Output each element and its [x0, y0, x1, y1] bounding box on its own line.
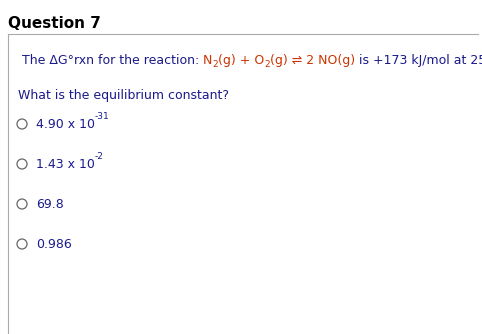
- Text: 2: 2: [265, 60, 270, 69]
- Text: The ΔG°rxn for the reaction:: The ΔG°rxn for the reaction:: [22, 54, 203, 67]
- Text: (g) + O: (g) + O: [218, 54, 265, 67]
- Text: Question 7: Question 7: [8, 16, 101, 31]
- Text: is +173 kJ/mol at 25 °C.: is +173 kJ/mol at 25 °C.: [355, 54, 482, 67]
- Text: What is the equilibrium constant?: What is the equilibrium constant?: [18, 89, 229, 102]
- Text: N: N: [203, 54, 213, 67]
- Text: (g) ⇌ 2 NO(g): (g) ⇌ 2 NO(g): [270, 54, 355, 67]
- Text: -31: -31: [95, 112, 110, 121]
- Text: 0.986: 0.986: [36, 237, 72, 250]
- Text: 69.8: 69.8: [36, 197, 64, 210]
- Text: -2: -2: [95, 152, 104, 161]
- Text: 1.43 x 10: 1.43 x 10: [36, 158, 95, 170]
- Text: 4.90 x 10: 4.90 x 10: [36, 118, 95, 131]
- Text: 2: 2: [213, 60, 218, 69]
